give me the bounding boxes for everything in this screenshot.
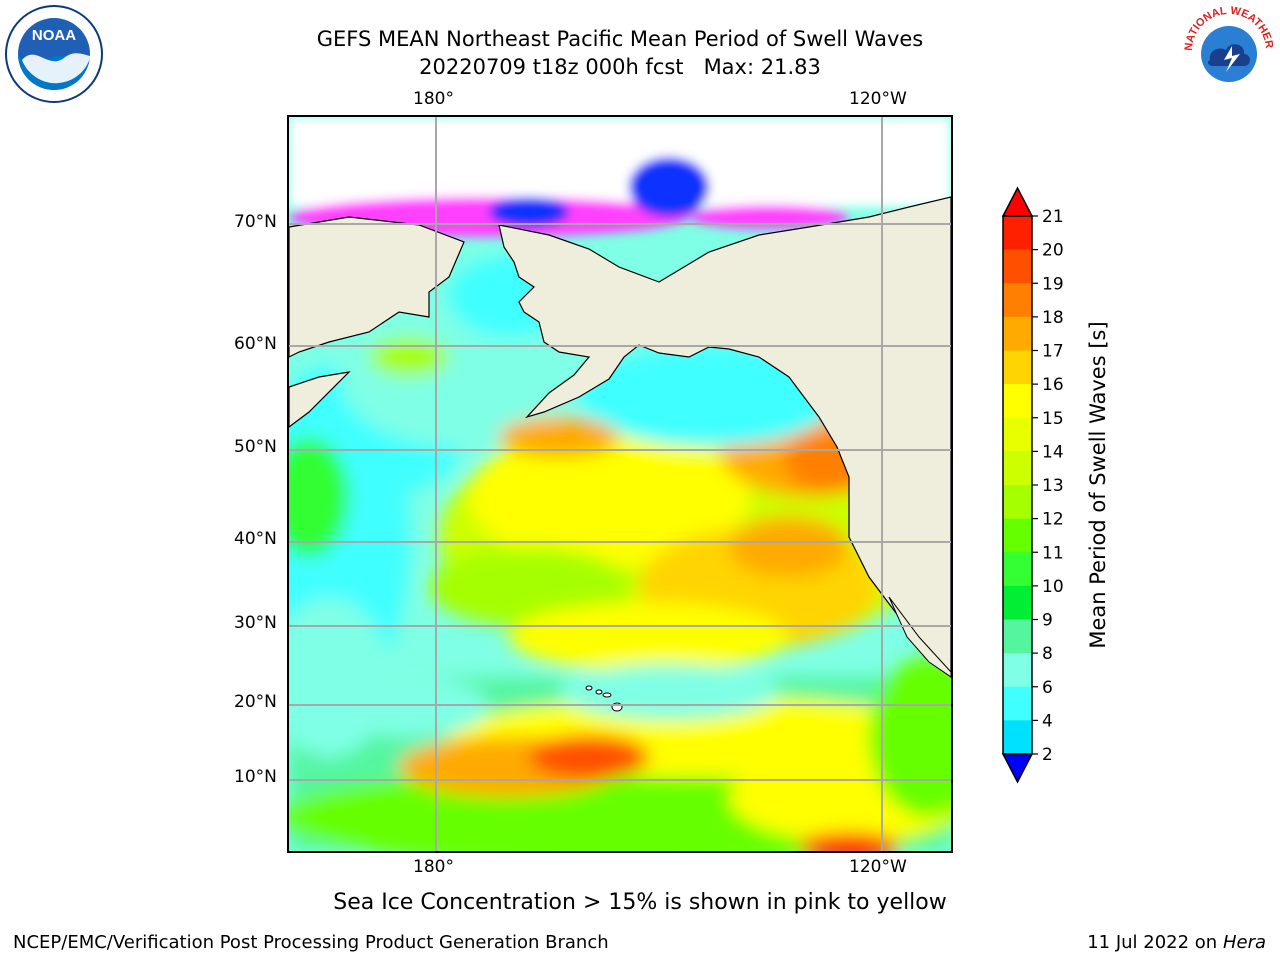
svg-text:NOAA: NOAA [32,27,76,44]
colorbar-band [1003,350,1032,385]
colorbar-tick-label: 8 [1042,644,1053,664]
colorbar-band [1003,686,1032,721]
colorbar-tick-label: 12 [1042,510,1064,530]
colorbar-band [1003,552,1032,587]
colorbar-tick-label: 19 [1042,274,1064,294]
lat-label-10n: 10°N [234,767,277,787]
colorbar-tick-label: 15 [1042,409,1064,429]
colorbar-band [1003,417,1032,452]
colorbar-tick-label: 21 [1042,207,1064,227]
chart-title-line1: GEFS MEAN Northeast Pacific Mean Period … [316,27,924,51]
colorbar-band [1003,653,1032,688]
lon-label-bottom-180: 180° [413,857,454,877]
colorbar-tick-label: 6 [1042,678,1053,698]
footer-date-text: 11 Jul 2022 on [1087,932,1223,953]
lat-label-70n: 70°N [234,212,277,232]
lat-label-30n: 30°N [234,613,277,633]
colorbar-tick-label: 13 [1042,476,1064,496]
colorbar-band [1003,283,1032,318]
colorbar-band [1003,249,1032,284]
colorbar-band [1003,384,1032,419]
colorbar-label: Mean Period of Swell Waves [s] [1086,321,1110,649]
sea-ice-note: Sea Ice Concentration > 15% is shown in … [333,890,947,915]
footer-host: Hera [1222,932,1266,953]
colorbar-tick-label: 14 [1042,442,1064,462]
lat-label-60n: 60°N [234,334,277,354]
lat-label-20n: 20°N [234,692,277,712]
lat-label-40n: 40°N [234,529,277,549]
colorbar-band [1003,451,1032,486]
colorbar-tick-label: 16 [1042,375,1064,395]
colorbar-band [1003,518,1032,553]
colorbar-tick-label: 11 [1042,543,1064,563]
map-panel [287,115,953,853]
colorbar-band [1003,720,1032,755]
lon-label-top-120w: 120°W [849,89,907,109]
lon-label-top-180: 180° [413,89,454,109]
colorbar-tick-label: 17 [1042,342,1064,362]
colorbar-extend-low [1001,753,1034,784]
chart-title-line2: 20220709 t18z 000h fcst Max: 21.83 [419,55,821,79]
colorbar: 21 20 19 18 17 16 15 14 13 12 11 10 9 8 6 4 2 [1001,186,1064,784]
lat-label-50n: 50°N [234,437,277,457]
colorbar-band [1003,316,1032,351]
footer-date: 11 Jul 2022 on Hera [1087,932,1266,953]
colorbar-tick-label: 10 [1042,577,1064,597]
colorbar-tick-label: 20 [1042,241,1064,261]
map-image [289,117,951,851]
noaa-logo: NOAA [4,4,104,104]
colorbar-extend-high [1001,186,1034,217]
colorbar-band [1003,216,1032,251]
colorbar-tick-label: 9 [1042,611,1053,631]
colorbar-tick-label: 2 [1042,745,1053,765]
nws-logo: NATIONAL WEATHER SERVICE [1176,0,1278,100]
lon-label-bottom-120w: 120°W [849,857,907,877]
colorbar-band [1003,585,1032,620]
colorbar-tick-label: 4 [1042,711,1053,731]
footer-credit: NCEP/EMC/Verification Post Processing Pr… [13,932,609,953]
colorbar-band [1003,619,1032,654]
colorbar-tick-label: 18 [1042,308,1064,328]
colorbar-band [1003,485,1032,520]
